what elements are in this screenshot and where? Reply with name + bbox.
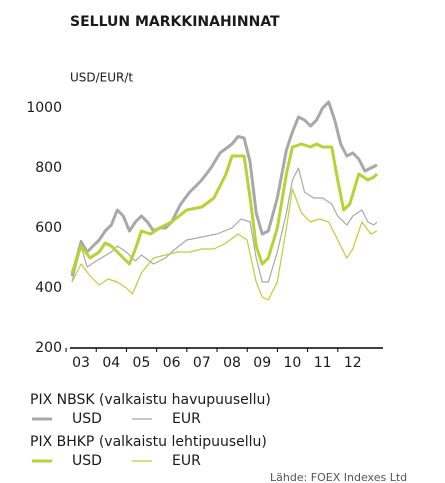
y-axis-label: USD/EUR/t [70, 71, 133, 85]
x-tick-label: 08 [223, 355, 241, 371]
line [71, 167, 378, 283]
legend-label: EUR [172, 453, 201, 469]
y-tick-label: 400 [35, 280, 62, 296]
x-tick-label: 03 [72, 355, 90, 371]
y-tick-label: 200 [35, 340, 62, 356]
x-tick-label: 12 [344, 355, 362, 371]
y-tick-label: 600 [35, 220, 62, 236]
y-tick-label: 800 [35, 160, 62, 176]
line [70, 100, 378, 277]
legend-label: USD [72, 411, 102, 427]
x-tick-label: 06 [163, 355, 181, 371]
source: Lähde: FOEX Indexes Ltd [270, 471, 407, 483]
x-tick-label: 04 [102, 355, 120, 371]
x-tick-label: 07 [193, 355, 211, 371]
x-tick-label: 05 [133, 355, 151, 371]
legend-group: PIX NBSK (valkaistu havupuusellu) [30, 392, 271, 408]
line [71, 188, 378, 301]
line [70, 142, 379, 274]
x-tick-label: 09 [253, 355, 271, 371]
legend-label: EUR [172, 411, 201, 427]
legend-label: USD [72, 453, 102, 469]
legend-group: PIX BHKP (valkaistu lehtipuusellu) [30, 434, 267, 450]
x-tick-label: 11 [314, 355, 332, 371]
x-tick-label: 10 [284, 355, 302, 371]
y-tick-label: 1000 [26, 100, 62, 116]
chart-title: SELLUN MARKKINAHINNAT [70, 14, 280, 30]
